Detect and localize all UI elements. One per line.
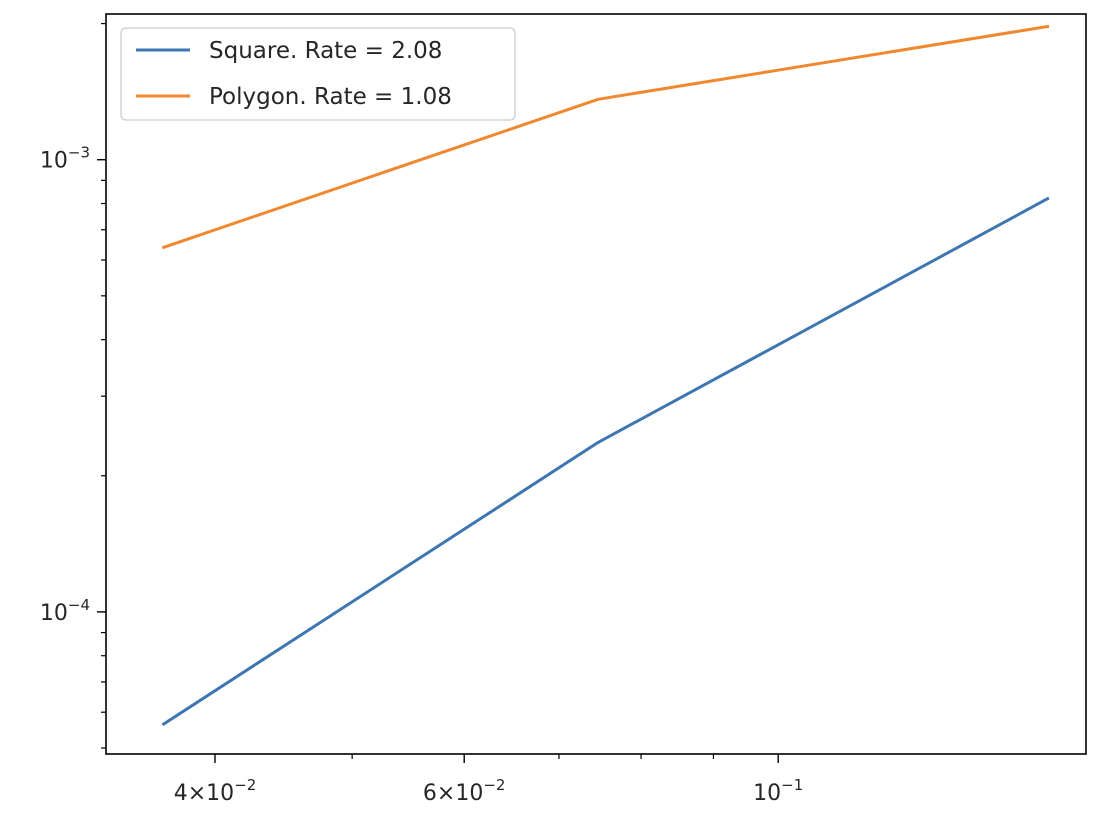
- x-tick-label-exponent: −2: [483, 776, 505, 794]
- major-ticks: 4×10−2 6×10−2 10−110−310−4: [40, 144, 803, 806]
- x-tick-label: 10−1: [753, 776, 803, 806]
- y-tick-label-exponent: −3: [68, 144, 90, 162]
- minor-ticks: [101, 22, 715, 759]
- series-line-polygon: [161, 24, 1050, 250]
- legend-box: [120, 27, 516, 121]
- legend: Square. Rate = 2.08 Polygon. Rate = 1.08: [120, 27, 516, 121]
- x-tick-label: 6×10−2: [423, 776, 506, 806]
- x-tick-label: 4×10−2: [174, 776, 257, 806]
- y-tick-label: 10−4: [40, 596, 90, 626]
- y-tick-label-base: 10: [40, 601, 68, 626]
- legend-label: Square. Rate = 2.08: [209, 38, 442, 64]
- legend-label: Polygon. Rate = 1.08: [209, 84, 452, 110]
- x-tick-label-exponent: −1: [781, 776, 803, 794]
- plot-frame: [105, 13, 1087, 755]
- x-tick-label-exponent: −2: [234, 776, 256, 794]
- y-tick-label: 10−3: [40, 144, 90, 174]
- x-tick-label-base: 6×10: [423, 781, 483, 806]
- y-tick-label-exponent: −4: [68, 596, 90, 614]
- series-lines: [161, 24, 1050, 727]
- x-tick-label-base: 4×10: [174, 781, 234, 806]
- series-line-square: [161, 196, 1050, 727]
- y-tick-label-base: 10: [40, 149, 68, 174]
- x-tick-label-base: 10: [753, 781, 781, 806]
